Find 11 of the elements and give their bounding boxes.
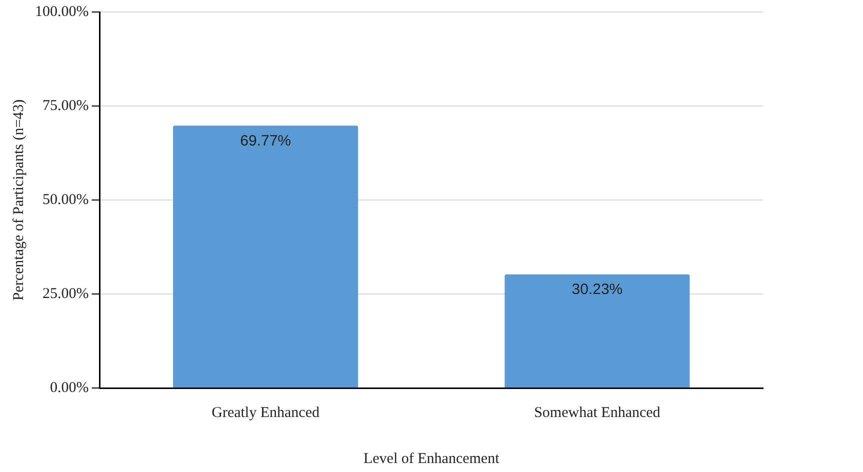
x-tick-label: Greatly Enhanced xyxy=(212,404,320,421)
data-label: 69.77% xyxy=(240,132,291,150)
data-label: 30.23% xyxy=(572,280,623,298)
x-axis-title: Level of Enhancement xyxy=(363,450,500,467)
y-tick-label: 50.00% xyxy=(42,192,89,208)
x-tick-label: Somewhat Enhanced xyxy=(534,404,661,421)
y-tick-label: 25.00% xyxy=(42,286,89,302)
y-tick-label: 75.00% xyxy=(42,98,89,114)
y-tick-label: 0.00% xyxy=(50,380,89,396)
y-axis-title: Percentage of Participants (n=43) xyxy=(10,99,27,301)
y-tick-label: 100.00% xyxy=(34,4,89,20)
